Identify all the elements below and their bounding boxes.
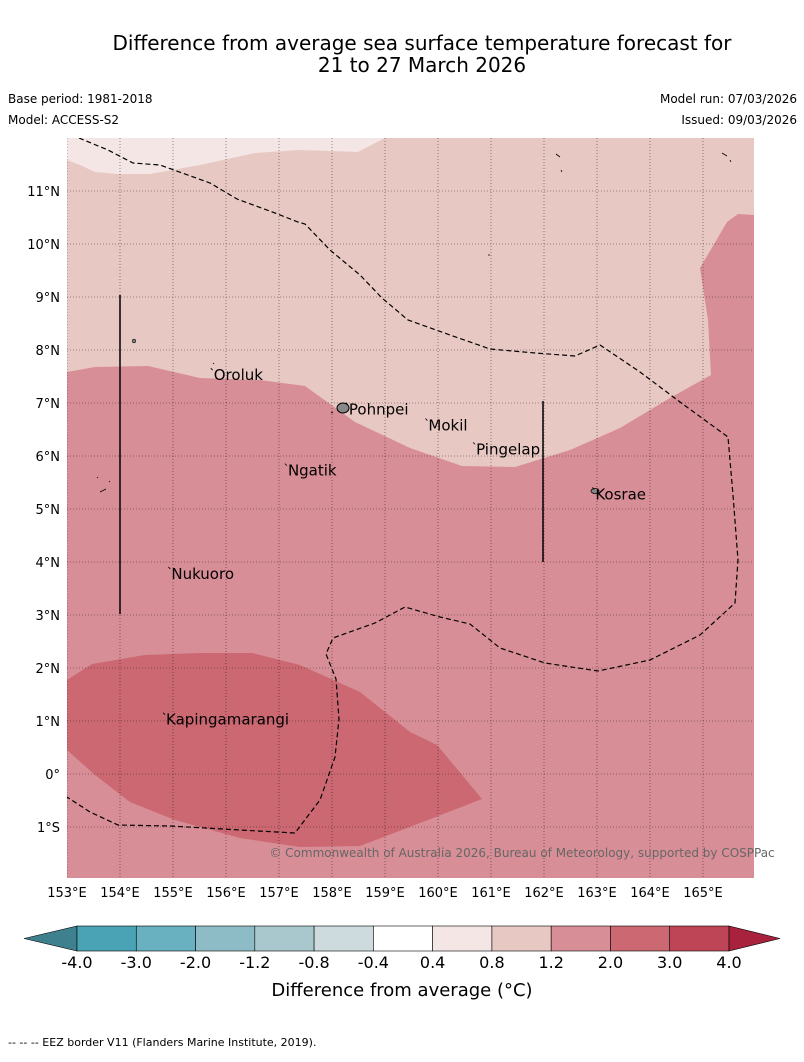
latitude-tick-label: 1°S <box>37 821 60 836</box>
latitude-tick-label: 8°N <box>36 344 61 359</box>
colorbar-tick-label: 0.8 <box>479 953 504 972</box>
place-label-ngatik: Ngatik <box>288 462 337 480</box>
latitude-tick-label: 5°N <box>36 503 61 518</box>
latitude-tick-label: 2°N <box>36 662 61 677</box>
place-marker <box>210 367 214 371</box>
atoll-outline <box>212 254 490 414</box>
colorbar-bin <box>313 925 374 952</box>
colorbar-tick-label: 4.0 <box>716 953 741 972</box>
eez-border <box>67 138 739 834</box>
longitude-tick-label: 154°E <box>100 886 140 901</box>
atoll-dot <box>131 338 137 344</box>
atoll-outline <box>96 476 111 493</box>
colorbar-tick-label: -0.4 <box>358 953 389 972</box>
colorbar-bin <box>491 925 552 952</box>
longitude-labels: 153°E 154°E 155°E 156°E 157°E 158°E 159°E 160°E… <box>47 886 723 901</box>
colorbar-high-extension <box>728 925 781 952</box>
colorbar-bin <box>432 925 493 952</box>
colorbar-bin <box>135 925 196 952</box>
latitude-tick-label: 10°N <box>27 238 60 253</box>
place-marker <box>425 418 428 421</box>
longitude-tick-label: 165°E <box>683 886 723 901</box>
latitude-tick-label: 1°N <box>36 715 61 730</box>
colorbar-tick-label: -2.0 <box>180 953 211 972</box>
place-label-kapingamarangi: Kapingamarangi <box>166 711 289 729</box>
latitude-tick-label: 3°N <box>36 609 61 624</box>
colorbar-tick-label: -4.0 <box>61 953 92 972</box>
copyright-notice: © Commonwealth of Australia 2026, Bureau… <box>269 846 774 860</box>
colorbar-bin <box>669 925 730 952</box>
latitude-tick-label: 11°N <box>27 185 60 200</box>
longitude-tick-label: 157°E <box>259 886 299 901</box>
colorbar-title: Difference from average (°C) <box>271 980 533 1001</box>
title-line-2: 21 to 27 March 2026 <box>317 53 527 77</box>
place-marker <box>592 487 595 490</box>
place-label-pingelap: Pingelap <box>476 440 540 458</box>
atoll-outline <box>555 152 732 173</box>
place-labels: Oroluk Pohnpei Mokil Pingelap Ngatik Kosrae Nu… <box>162 366 646 729</box>
model-name: Model: ACCESS-S2 <box>8 113 120 127</box>
colorbar-bin <box>76 925 137 952</box>
anomaly-2.0-3.0-region <box>67 653 482 847</box>
place-label-kosrae: Kosrae <box>595 485 646 503</box>
base-period: Base period: 1981-2018 <box>8 92 153 106</box>
title-line-1: Difference from average sea surface temp… <box>112 31 732 55</box>
longitude-tick-label: 155°E <box>153 886 193 901</box>
latitude-tick-label: 7°N <box>36 397 61 412</box>
longitude-tick-label: 159°E <box>365 886 405 901</box>
place-marker <box>168 566 171 570</box>
anomaly-0.8-1.2-region <box>67 138 754 467</box>
latitude-tick-label: 6°N <box>36 450 61 465</box>
place-label-mokil: Mokil <box>428 417 467 435</box>
place-marker <box>345 402 349 405</box>
colorbar-tick-label: 3.0 <box>657 953 682 972</box>
place-label-pohnpei: Pohnpei <box>349 401 409 419</box>
colorbar-tick-label: 1.2 <box>538 953 563 972</box>
longitude-tick-label: 156°E <box>206 886 246 901</box>
eez-legend-note: -- -- -- EEZ border V11 (Flanders Marine… <box>8 1036 317 1049</box>
colorbar-tick-label: -3.0 <box>121 953 152 972</box>
place-marker <box>162 712 166 715</box>
longitude-tick-label: 161°E <box>471 886 511 901</box>
longitude-tick-label: 153°E <box>47 886 87 901</box>
colorbar-tick-label: -1.2 <box>239 953 270 972</box>
kosrae-island <box>590 488 600 494</box>
colorbar-bin <box>195 925 256 952</box>
islands <box>96 152 732 494</box>
model-run: Model run: 07/03/2026 <box>659 92 797 106</box>
eez-border-north <box>67 138 739 834</box>
longitude-tick-label: 162°E <box>524 886 564 901</box>
colorbar-low-extension <box>23 925 78 952</box>
longitude-tick-label: 163°E <box>577 886 617 901</box>
colorbar-bin <box>550 925 611 952</box>
latitude-tick-label: 4°N <box>36 556 61 571</box>
longitude-tick-label: 160°E <box>418 886 458 901</box>
place-marker <box>284 463 288 466</box>
place-label-nukuoro: Nukuoro <box>171 565 234 583</box>
colorbar-tick-label: 2.0 <box>598 953 623 972</box>
longitude-tick-label: 164°E <box>630 886 670 901</box>
colorbar-bin <box>610 925 671 952</box>
pohnpei-island <box>336 402 350 414</box>
colorbar-tick-label: -0.8 <box>298 953 329 972</box>
colorbar-tick-label: 0.4 <box>420 953 445 972</box>
anomaly-field <box>67 138 754 878</box>
latitude-tick-label: 9°N <box>36 291 61 306</box>
place-label-oroluk: Oroluk <box>214 366 263 384</box>
colorbar-bin <box>373 925 433 952</box>
latitude-tick-label: 0° <box>45 768 60 783</box>
longitude-tick-label: 158°E <box>312 886 352 901</box>
latitude-labels: 11°N 10°N 9°N 8°N 7°N 6°N 5°N 4°N 3°N 2°N 1°N 0° 1°S <box>27 185 60 836</box>
place-marker <box>472 442 476 445</box>
issued-date: Issued: 09/03/2026 <box>681 113 797 127</box>
colorbar: -4.0 -3.0 -2.0 -1.2 -0.8 -0.4 0.4 0.8 1.2 2.0 3.0 4… <box>23 925 781 972</box>
map-title: Difference from average sea surface temp… <box>0 32 804 76</box>
colorbar-bin <box>254 925 315 952</box>
